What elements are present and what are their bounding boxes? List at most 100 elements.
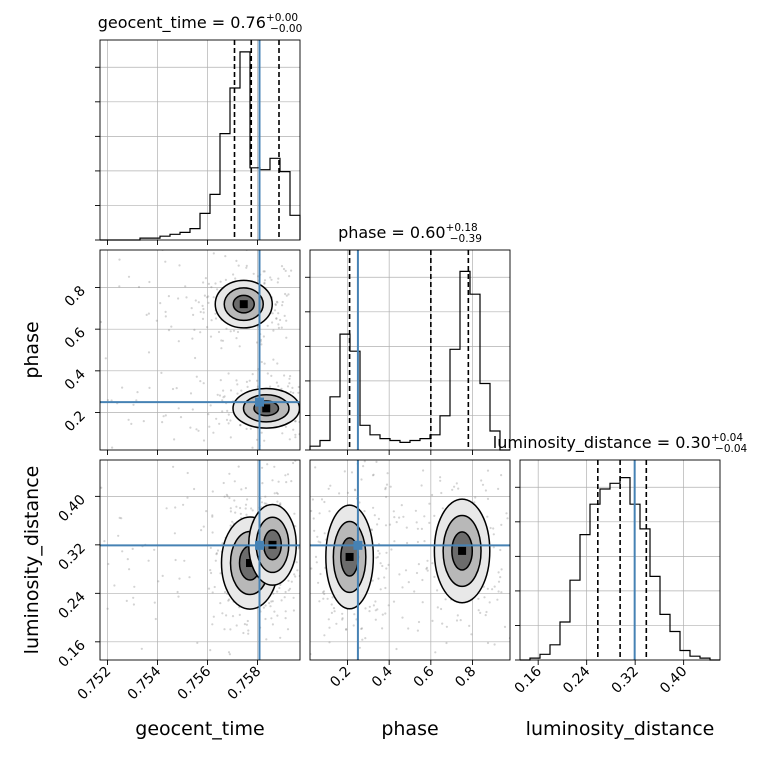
sample-point: [302, 488, 304, 490]
sample-point: [226, 409, 229, 412]
sample-point: [233, 499, 236, 502]
truth-marker-2: [353, 540, 363, 550]
sample-point: [196, 641, 199, 645]
sample-point: [445, 641, 448, 645]
sample-point: [228, 598, 231, 601]
sample-point: [306, 570, 308, 572]
sample-point: [286, 385, 290, 388]
sample-point: [284, 292, 287, 296]
sample-point: [266, 463, 269, 466]
sample-point: [470, 633, 473, 636]
sample-point: [445, 625, 448, 628]
sample-point: [493, 585, 496, 588]
sample-point: [358, 501, 361, 504]
sample-point: [318, 600, 321, 603]
sample-point: [207, 282, 210, 285]
x-tick-label-phase: 0.2: [327, 664, 354, 691]
sample-point: [278, 586, 281, 590]
sample-point: [275, 317, 278, 320]
sample-point: [140, 647, 143, 650]
sample-point: [358, 646, 361, 649]
sample-point: [283, 374, 286, 377]
sample-point: [259, 457, 261, 459]
sample-point: [354, 489, 357, 492]
sample-point: [250, 507, 253, 510]
sample-point: [281, 300, 284, 304]
panel-frame-diag-phase: [309, 249, 511, 451]
sample-point: [201, 317, 205, 320]
sample-point: [364, 607, 367, 610]
sample-point: [431, 562, 434, 565]
sample-point: [499, 576, 502, 579]
sample-point: [273, 492, 276, 495]
sample-point: [214, 559, 217, 562]
sample-point: [352, 624, 355, 627]
sample-point: [318, 512, 321, 515]
sample-point: [118, 516, 121, 520]
sample-point: [449, 438, 451, 440]
sample-point: [417, 563, 420, 566]
sample-point: [202, 281, 205, 284]
y-tick-label-luminosity_distance: 0.24: [55, 589, 88, 622]
sample-point: [237, 264, 240, 267]
sample-point: [202, 382, 205, 385]
sample-point: [290, 269, 293, 272]
sample-point: [178, 264, 181, 267]
sample-point: [436, 589, 439, 592]
x-axis-label-geocent_time: geocent_time: [135, 718, 264, 740]
sample-point: [484, 614, 487, 617]
sample-point: [281, 304, 284, 307]
sample-point: [216, 288, 219, 291]
sample-point: [297, 545, 300, 549]
sample-point: [309, 457, 311, 459]
x-tick-label-phase: 0.4: [369, 663, 396, 690]
sample-point: [401, 616, 404, 619]
sample-point: [260, 360, 263, 364]
sample-point: [483, 596, 486, 599]
sample-point: [195, 375, 198, 378]
sample-point: [118, 285, 121, 288]
sample-point: [209, 649, 212, 652]
sample-point: [269, 385, 272, 388]
sample-point: [208, 425, 211, 428]
sample-point: [107, 562, 110, 566]
sample-point: [209, 404, 212, 407]
sample-point: [376, 555, 379, 559]
sample-point: [481, 483, 485, 486]
sample-point: [195, 428, 198, 431]
sample-point: [453, 485, 456, 488]
sample-point: [433, 514, 436, 518]
sample-point: [431, 493, 434, 497]
sample-point: [246, 619, 249, 623]
sample-point: [266, 324, 269, 327]
sample-point: [106, 399, 109, 402]
sample-point: [167, 295, 170, 298]
sample-point: [194, 356, 197, 360]
sample-point: [384, 586, 387, 590]
sample-point: [330, 611, 333, 615]
sample-point: [341, 618, 344, 621]
sample-point: [497, 571, 500, 574]
scatter-panel-1: [100, 460, 304, 656]
sample-point: [229, 507, 232, 510]
sample-point: [231, 615, 235, 618]
sample-point: [236, 383, 239, 386]
sample-point: [191, 408, 194, 411]
sample-point: [211, 591, 214, 594]
sample-point: [277, 323, 280, 326]
sample-point: [294, 420, 297, 423]
sample-point: [327, 618, 330, 621]
sample-point: [210, 286, 213, 289]
sample-point: [489, 526, 492, 530]
sample-point: [372, 473, 375, 476]
sample-point: [271, 600, 274, 603]
sample-point: [301, 637, 303, 639]
sample-point: [227, 422, 230, 425]
y-axis-label-luminosity_distance: luminosity_distance: [21, 466, 43, 655]
sample-point: [361, 638, 364, 641]
sample-point: [287, 579, 290, 582]
sample-point: [398, 573, 401, 576]
sample-point: [407, 581, 410, 584]
sample-point: [312, 517, 315, 520]
sample-point: [135, 399, 138, 402]
